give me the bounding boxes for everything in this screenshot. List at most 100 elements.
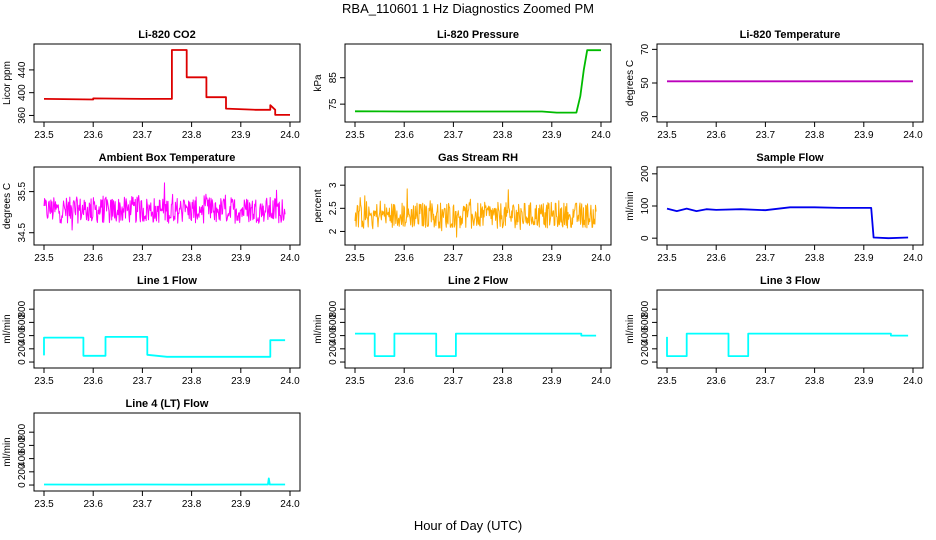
panel-9: Line 3 Flow ml/min 23.5 23.6 23.7 23.8 23.9 24.… xyxy=(625,275,924,387)
y-tick-label: 800 xyxy=(328,300,339,317)
y-tick-label: 0 xyxy=(17,482,28,488)
plot-frame xyxy=(344,43,612,123)
y-tick-label: 85 xyxy=(328,72,339,84)
x-tick-label: 23.8 xyxy=(805,130,825,141)
x-tick-label: 23.6 xyxy=(706,253,726,264)
x-tick-label: 23.9 xyxy=(231,130,251,141)
x-tick-label: 23.5 xyxy=(345,130,365,141)
series-line xyxy=(43,336,286,358)
panel-title: Li-820 CO2 xyxy=(138,29,195,41)
x-tick-label: 23.8 xyxy=(493,376,513,387)
x-tick-label: 24.0 xyxy=(903,376,923,387)
y-tick-label: 600 xyxy=(17,437,28,454)
plot-frame xyxy=(33,412,301,492)
panel-10: Line 4 (LT) Flow ml/min 23.5 23.6 23.7 23.8 23… xyxy=(2,398,301,510)
y-tick-label: 50 xyxy=(640,77,651,89)
x-tick-label: 23.7 xyxy=(133,499,153,510)
y-tick-label: 400 xyxy=(17,84,28,101)
y-axis-label: ml/min xyxy=(313,314,324,343)
series-line xyxy=(354,49,601,114)
y-tick-label: 200 xyxy=(640,165,651,182)
x-tick-label: 23.8 xyxy=(182,130,202,141)
x-tick-label: 23.9 xyxy=(542,253,562,264)
x-tick-label: 23.8 xyxy=(493,253,513,264)
panel-2: Li-820 Pressure kPa 23.5 23.6 23.7 23.8 23.9 24… xyxy=(313,29,612,141)
y-tick-label: 2.5 xyxy=(328,201,339,215)
y-axis-label: percent xyxy=(313,189,324,223)
x-tick-label: 23.9 xyxy=(854,130,874,141)
x-tick-label: 24.0 xyxy=(280,130,300,141)
y-axis-label: ml/min xyxy=(2,314,13,343)
x-tick-label: 23.5 xyxy=(34,253,54,264)
series-line xyxy=(666,206,909,240)
x-tick-label: 23.7 xyxy=(444,253,464,264)
panel-title: Li-820 Pressure xyxy=(437,29,519,41)
x-tick-label: 23.7 xyxy=(133,253,153,264)
x-tick-label: 24.0 xyxy=(591,130,611,141)
x-tick-label: 23.5 xyxy=(34,499,54,510)
x-tick-label: 23.7 xyxy=(444,376,464,387)
x-tick-label: 23.6 xyxy=(394,130,414,141)
x-tick-label: 24.0 xyxy=(280,253,300,264)
y-axis-label: degrees C xyxy=(2,183,13,229)
y-tick-label: 600 xyxy=(17,314,28,331)
series-line xyxy=(666,332,909,357)
y-axis-label: ml/min xyxy=(625,314,636,343)
x-tick-label: 23.8 xyxy=(182,499,202,510)
panel-title: Line 3 Flow xyxy=(760,275,820,287)
y-axis-label: Licor ppm xyxy=(2,61,13,105)
y-tick-label: 200 xyxy=(328,340,339,357)
y-tick-label: 600 xyxy=(640,314,651,331)
y-tick-label: 0 xyxy=(640,235,651,241)
x-tick-label: 23.6 xyxy=(83,376,103,387)
y-tick-label: 600 xyxy=(328,314,339,331)
series-line xyxy=(43,49,290,116)
plot-frame xyxy=(656,43,924,123)
x-tick-label: 24.0 xyxy=(591,253,611,264)
y-tick-label: 75 xyxy=(328,98,339,110)
x-tick-label: 23.5 xyxy=(657,253,677,264)
x-tick-label: 24.0 xyxy=(280,376,300,387)
y-axis-label: kPa xyxy=(313,74,324,92)
plot-frame xyxy=(33,43,301,123)
y-tick-label: 0 xyxy=(17,359,28,365)
y-tick-label: 440 xyxy=(17,61,28,78)
x-axis-title: Hour of Day (UTC) xyxy=(413,518,523,533)
y-axis-label: ml/min xyxy=(625,191,636,220)
plot-frame xyxy=(656,289,924,369)
plot-frame xyxy=(33,166,301,246)
y-tick-label: 400 xyxy=(328,327,339,344)
y-axis-label: ml/min xyxy=(2,437,13,466)
y-tick-label: 2 xyxy=(328,228,339,234)
plot-frame xyxy=(33,289,301,369)
x-tick-label: 23.6 xyxy=(83,130,103,141)
y-tick-label: 360 xyxy=(17,107,28,124)
plot-frame xyxy=(656,166,924,246)
x-tick-label: 23.5 xyxy=(657,130,677,141)
y-tick-label: 200 xyxy=(17,463,28,480)
panel-title: Sample Flow xyxy=(756,152,824,164)
y-tick-label: 800 xyxy=(640,300,651,317)
x-tick-label: 24.0 xyxy=(280,499,300,510)
y-tick-label: 400 xyxy=(17,327,28,344)
x-tick-label: 23.6 xyxy=(83,499,103,510)
series-line xyxy=(355,332,597,357)
x-tick-label: 23.6 xyxy=(394,376,414,387)
plot-frame xyxy=(344,166,612,246)
panel-7: Line 1 Flow ml/min 23.5 23.6 23.7 23.8 23.9 24.… xyxy=(2,275,301,387)
panel-title: Line 1 Flow xyxy=(137,275,197,287)
x-tick-label: 23.5 xyxy=(657,376,677,387)
x-tick-label: 23.8 xyxy=(182,253,202,264)
plot-frame xyxy=(344,289,612,369)
x-tick-label: 23.7 xyxy=(133,130,153,141)
y-axis-label: degrees C xyxy=(625,60,636,106)
series-line xyxy=(43,182,286,231)
y-tick-label: 70 xyxy=(640,43,651,55)
x-tick-label: 23.9 xyxy=(231,499,251,510)
x-tick-label: 23.9 xyxy=(542,376,562,387)
y-tick-label: 0 xyxy=(640,359,651,365)
panel-4: Ambient Box Temperature degrees C 23.5 23.6… xyxy=(2,152,301,264)
y-tick-label: 35.5 xyxy=(17,181,28,201)
panel-8: Line 2 Flow ml/min 23.5 23.6 23.7 23.8 23.9 24.… xyxy=(313,275,612,387)
x-tick-label: 23.6 xyxy=(394,253,414,264)
